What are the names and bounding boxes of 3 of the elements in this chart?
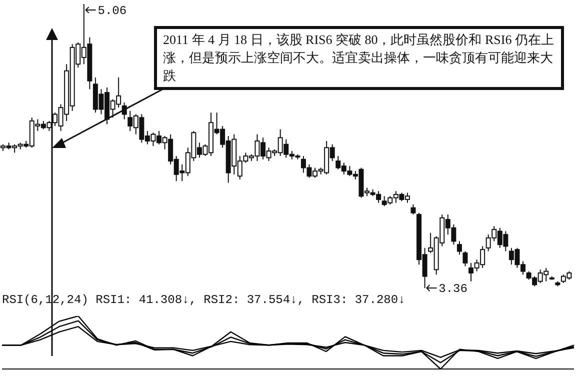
annotation: 5.06 [98, 4, 127, 18]
annotation: 2011 年 4 月 18 日，该股 RIS6 突破 80，此时虽然股价和 RSI6 仍在上涨，但是预示上涨空间不大。适宜卖出操体，一味贪顶有可能迎来大跌 [154, 26, 564, 90]
annotation: 3.36 [438, 282, 468, 296]
